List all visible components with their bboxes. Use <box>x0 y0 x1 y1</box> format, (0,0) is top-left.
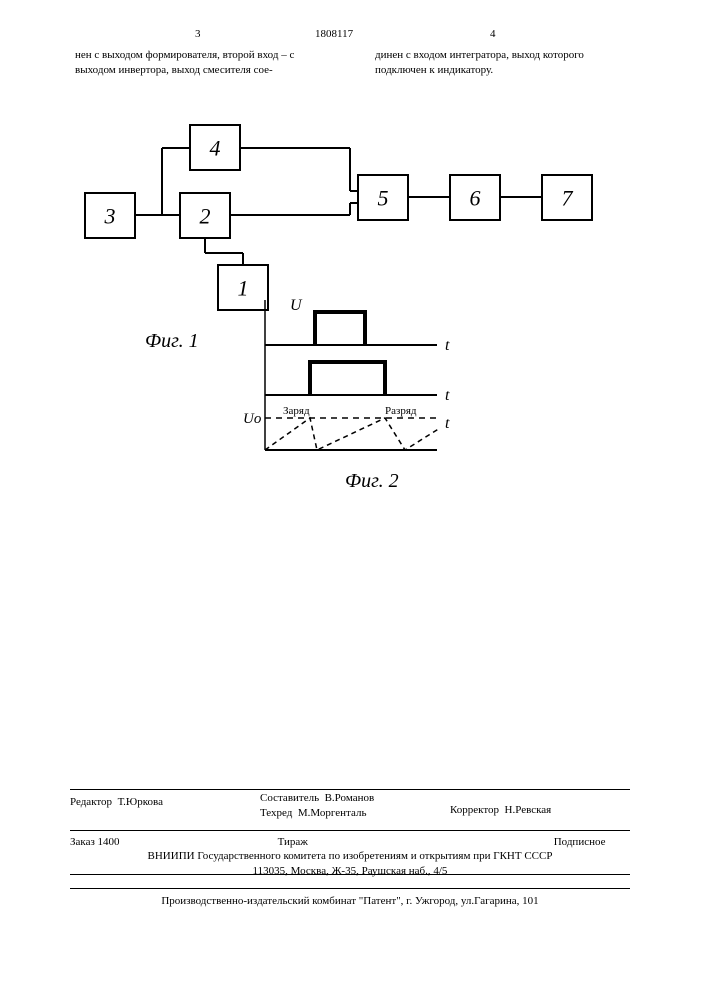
subscription-label: Подписное <box>386 835 606 849</box>
fig2-caption: Фиг. 2 <box>345 470 399 493</box>
diagram-svg: 3 2 4 1 5 6 7 U t t Uo Заряд Разряд t <box>50 105 610 505</box>
discharge-label: Разряд <box>385 405 417 417</box>
tech-label: Техред <box>260 807 292 819</box>
t-label-1: t <box>445 337 450 354</box>
block-label-5: 5 <box>378 186 389 211</box>
block-label-7: 7 <box>562 186 574 211</box>
divider <box>70 874 630 875</box>
block-label-4: 4 <box>210 136 221 161</box>
publisher-line: Производственно-издательский комбинат "П… <box>70 895 630 907</box>
corrector-label: Корректор <box>450 804 499 816</box>
block-label-3: 3 <box>104 204 116 229</box>
fig1-caption: Фиг. 1 <box>145 330 199 353</box>
footer-block-1: Заказ 1400 Тираж Подписное ВНИИПИ Госуда… <box>70 835 630 878</box>
tirazh-label: Тираж <box>203 835 383 849</box>
document-number: 1808117 <box>315 28 353 40</box>
col-num-right: 4 <box>490 28 496 40</box>
order-number: Заказ 1400 <box>70 835 200 849</box>
divider <box>70 789 630 790</box>
block-label-1: 1 <box>238 276 249 301</box>
org-line: ВНИИПИ Государственного комитета по изоб… <box>70 849 630 863</box>
editor-label: Редактор <box>70 796 112 808</box>
header-text-left: нен с выходом формирователя, второй вход… <box>75 48 330 78</box>
t-label-2: t <box>445 387 450 404</box>
corrector-name: Н.Ревская <box>505 804 552 816</box>
compiler-label: Составитель <box>260 792 319 804</box>
divider <box>70 830 630 831</box>
col-num-left: 3 <box>195 28 201 40</box>
divider <box>70 888 630 889</box>
block-label-6: 6 <box>470 186 481 211</box>
block-label-2: 2 <box>200 204 211 229</box>
header-text-right: динен с входом интегратора, выход которо… <box>375 48 630 78</box>
u-axis-label: U <box>290 297 303 314</box>
t-label-3: t <box>445 415 450 432</box>
charge-label: Заряд <box>283 405 310 417</box>
u0-label: Uo <box>243 411 262 427</box>
editor-name: Т.Юркова <box>118 796 163 808</box>
tech-name: М.Моргенталь <box>298 807 367 819</box>
compiler-name: В.Романов <box>325 792 375 804</box>
figures-area: 3241567 U t t Uo Заряд Разряд t Фи <box>50 105 610 510</box>
address-line: 113035, Москва, Ж-35, Раушская наб., 4/5 <box>70 864 630 878</box>
